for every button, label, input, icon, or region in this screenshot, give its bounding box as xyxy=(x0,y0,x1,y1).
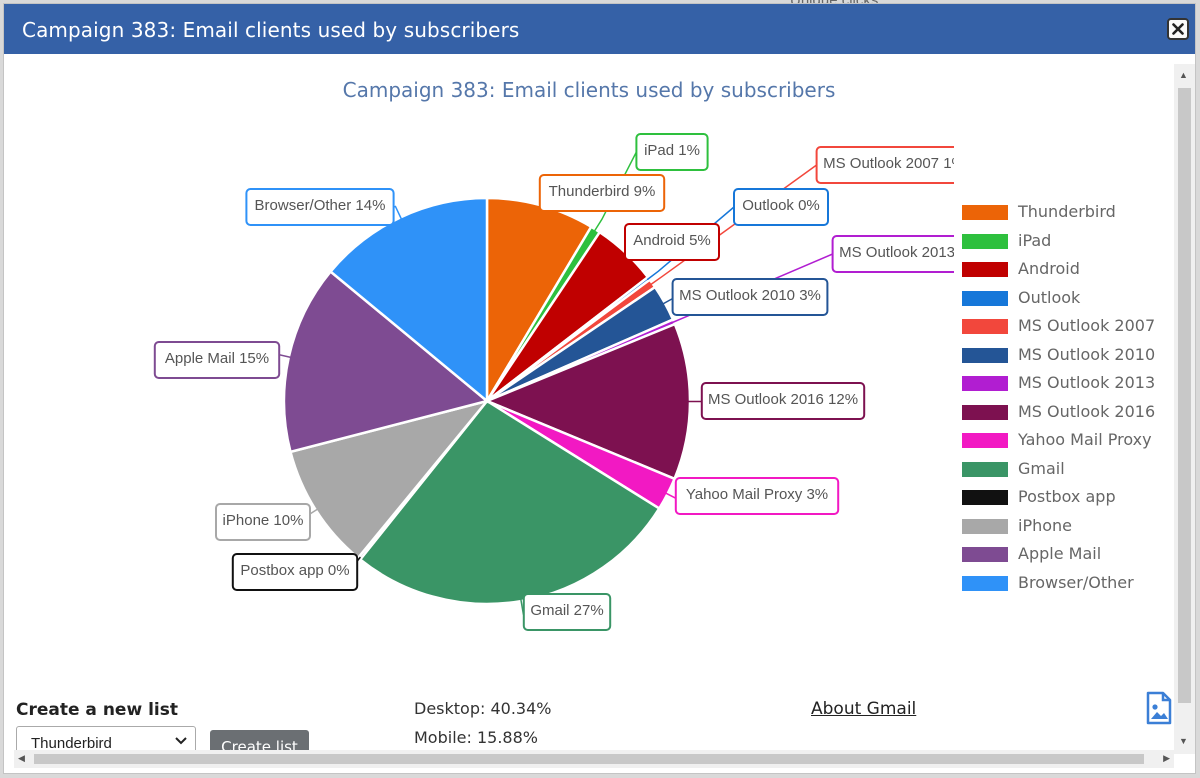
pie-data-label: Thunderbird 9% xyxy=(549,183,656,200)
scroll-down-arrow-icon[interactable]: ▼ xyxy=(1179,736,1188,746)
legend-swatch xyxy=(962,518,1008,534)
close-button[interactable] xyxy=(1167,18,1189,40)
pie-data-label-box xyxy=(624,223,720,261)
modal-title: Campaign 383: Email clients used by subs… xyxy=(22,18,520,42)
close-icon xyxy=(1172,23,1184,35)
pie-data-label-box xyxy=(538,174,666,212)
pie-data-label-box xyxy=(733,188,829,226)
pie-data-label: MS Outlook 2007 1% xyxy=(823,155,954,172)
about-gmail-link[interactable]: About Gmail xyxy=(811,699,917,719)
chart-title: Campaign 383: Email clients used by subs… xyxy=(342,78,836,102)
pie-data-label-box xyxy=(700,382,866,420)
pie-data-label: MS Outlook 2010 3% xyxy=(679,287,821,304)
chevron-down-icon xyxy=(175,737,187,745)
legend-label: Browser/Other xyxy=(1018,572,1134,592)
desktop-stat: Desktop: 40.34% xyxy=(414,699,552,718)
legend-label: iPhone xyxy=(1018,515,1073,535)
legend-label: Outlook xyxy=(1018,287,1081,307)
legend-swatch xyxy=(962,233,1008,249)
legend-label: iPad xyxy=(1018,230,1052,250)
pie-data-label: Postbox app 0% xyxy=(240,562,349,579)
legend-swatch xyxy=(962,575,1008,591)
pie-data-label: MS Outlook 2013 0% xyxy=(839,244,954,261)
pie-data-label-box xyxy=(231,553,359,591)
list-source-select[interactable]: Thunderbird xyxy=(16,726,196,754)
pie-data-label: Browser/Other 14% xyxy=(255,197,386,214)
vertical-scrollbar[interactable]: ▲ ▼ xyxy=(1174,64,1195,754)
horizontal-scroll-thumb[interactable] xyxy=(34,754,1144,764)
legend-swatch xyxy=(962,490,1008,505)
legend-swatch xyxy=(962,290,1008,306)
pie-data-label-box xyxy=(215,503,311,541)
legend-label: Thunderbird xyxy=(1018,202,1116,221)
pie-data-label: Gmail 27% xyxy=(530,602,603,619)
pie-data-label: Outlook 0% xyxy=(742,197,820,214)
pie-label-connector xyxy=(393,205,403,220)
legend-swatch xyxy=(962,205,1008,220)
pie-data-label-box xyxy=(815,146,954,184)
pie-data-label: Yahoo Mail Proxy 3% xyxy=(686,486,828,503)
scroll-up-arrow-icon[interactable]: ▲ xyxy=(1179,70,1188,80)
pie-data-label: Apple Mail 15% xyxy=(165,350,269,367)
pie-label-connector xyxy=(671,253,833,324)
mobile-stat: Mobile: 15.88% xyxy=(414,728,538,747)
modal-titlebar: Campaign 383: Email clients used by subs… xyxy=(4,4,1195,54)
legend-label: MS Outlook 2016 xyxy=(1018,401,1156,421)
pie-data-label: iPad 1% xyxy=(644,142,700,159)
scroll-left-arrow-icon[interactable]: ◀ xyxy=(18,753,25,763)
legend-swatch xyxy=(962,461,1008,477)
legend-label: Gmail xyxy=(1018,458,1065,478)
export-image-button[interactable] xyxy=(1146,691,1172,725)
pie-data-label-box xyxy=(831,235,954,273)
pie-data-label: Android 5% xyxy=(633,232,711,249)
legend-swatch xyxy=(962,347,1008,363)
legend-label: MS Outlook 2010 xyxy=(1018,344,1156,364)
pie-data-label-box xyxy=(522,593,612,631)
legend-label: Apple Mail xyxy=(1018,544,1102,563)
legend-swatch xyxy=(962,376,1008,391)
modal-content: Campaign 383: Email clients used by subs… xyxy=(4,54,1174,754)
create-list-heading: Create a new list xyxy=(16,700,178,720)
legend-swatch xyxy=(962,319,1008,334)
chart-modal: Campaign 383: Email clients used by subs… xyxy=(3,3,1196,774)
pie-data-label: iPhone 10% xyxy=(223,512,304,529)
legend-label: Android xyxy=(1018,259,1080,278)
vertical-scroll-thumb[interactable] xyxy=(1178,88,1191,703)
pie-data-label-box xyxy=(635,133,709,171)
legend-swatch xyxy=(962,404,1008,420)
pie-chart: Thunderbird 9% iPad 1% Android 5% Outlook 0… xyxy=(153,133,954,631)
pie-data-label-box xyxy=(674,477,840,515)
legend-label: Postbox app xyxy=(1018,487,1116,506)
legend-label: MS Outlook 2007 xyxy=(1018,316,1156,335)
pie-data-label-box xyxy=(153,341,281,379)
scroll-right-arrow-icon[interactable]: ▶ xyxy=(1163,753,1170,763)
legend-swatch xyxy=(962,433,1008,448)
horizontal-scrollbar[interactable]: ◀ ▶ xyxy=(14,750,1174,768)
pie-data-label: MS Outlook 2016 12% xyxy=(708,391,858,408)
legend-label: MS Outlook 2013 xyxy=(1018,373,1156,392)
list-select-value: Thunderbird xyxy=(31,735,112,752)
legend-swatch xyxy=(962,547,1008,562)
legend-swatch xyxy=(962,262,1008,277)
export-image-icon xyxy=(1146,691,1172,725)
pie-data-label-box xyxy=(671,278,829,316)
pie-data-label-box xyxy=(245,188,395,226)
legend-label: Yahoo Mail Proxy xyxy=(1018,430,1152,449)
